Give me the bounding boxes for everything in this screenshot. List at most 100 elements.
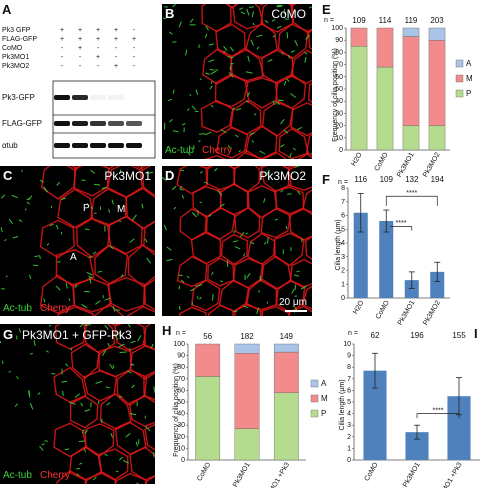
- cilium: [181, 194, 185, 199]
- legend-label: P: [321, 409, 326, 418]
- cilium: [240, 11, 246, 15]
- blot-band: [54, 121, 70, 126]
- micrograph-b-title: CoMO: [271, 7, 306, 21]
- cilium: [168, 170, 172, 173]
- cilium: [26, 201, 31, 205]
- bar-segment-p: [428, 125, 446, 151]
- cilium: [43, 186, 49, 193]
- cilium: [280, 118, 285, 125]
- blot-band: [108, 95, 124, 100]
- bar-segment-m: [428, 40, 446, 126]
- cilium: [112, 306, 116, 312]
- cilium: [84, 324, 91, 326]
- cilium: [311, 152, 312, 154]
- cilium: [272, 100, 275, 106]
- cilium: [199, 78, 202, 81]
- cilium: [304, 51, 308, 55]
- cilium: [104, 297, 111, 301]
- cell-outline: [317, 307, 345, 334]
- panel-a: A Pk3 GFP + + + + - FLAG-GFP + + + + + CoMO - + - - - Pk3M…: [2, 2, 156, 159]
- cell-outline: [301, 285, 312, 310]
- bar: [447, 396, 471, 460]
- micrograph-d-title: Pk3MO2: [259, 169, 306, 183]
- cell-outline: [289, 258, 312, 288]
- panel-e-ylabel: Frequency of cilia position (%): [332, 48, 339, 142]
- cilium: [305, 34, 310, 41]
- panel-g-label: G: [3, 327, 13, 342]
- cilium: [104, 453, 108, 457]
- cilium: [186, 108, 190, 112]
- cilium: [243, 253, 246, 257]
- cilium: [252, 22, 255, 26]
- cilium: [293, 274, 300, 277]
- cell-outline: [69, 395, 99, 429]
- y-tick-label: 10: [335, 135, 343, 142]
- y-tick-label: 5: [347, 399, 351, 406]
- bar-segment-p: [273, 392, 299, 461]
- cilium: [81, 303, 88, 309]
- condition-sign: -: [97, 45, 100, 52]
- cilium: [108, 208, 110, 213]
- condition-sign: +: [78, 27, 82, 34]
- cilium: [107, 343, 110, 347]
- cilium: [238, 149, 241, 153]
- cilium: [55, 285, 61, 291]
- cilium: [88, 277, 92, 284]
- cilium: [253, 113, 257, 116]
- sig-marker: ****: [406, 190, 417, 197]
- bar-segment-p: [376, 66, 394, 151]
- cilium: [191, 302, 193, 306]
- n-count: 196: [410, 331, 424, 340]
- cilium: [264, 19, 269, 24]
- cell-outline: [75, 218, 111, 259]
- cell-outline: [278, 127, 310, 159]
- cilium: [33, 340, 36, 346]
- cilium: [84, 429, 88, 434]
- cilium: [109, 245, 114, 249]
- cilium: [228, 72, 234, 78]
- cilium: [162, 176, 167, 181]
- cilium: [276, 25, 282, 29]
- cilium: [308, 6, 312, 9]
- legend-swatch: [310, 394, 319, 403]
- cell-outline: [127, 305, 155, 316]
- legend-label: M: [321, 394, 328, 403]
- cilium: [14, 403, 18, 408]
- cilium: [147, 171, 154, 174]
- cell-outline: [140, 166, 155, 197]
- condition-sign: -: [61, 63, 64, 70]
- bar-segment-p: [402, 125, 420, 151]
- cilium: [29, 274, 32, 279]
- cilium: [61, 380, 68, 383]
- cilium: [205, 25, 209, 31]
- cell-outline: [82, 370, 118, 402]
- cilium: [209, 85, 213, 90]
- cilium: [115, 309, 120, 311]
- cell-outline: [216, 126, 249, 159]
- blot-label: Pk3-GFP: [2, 93, 35, 102]
- condition-sign: +: [78, 45, 82, 52]
- cilium: [204, 33, 208, 39]
- y-tick-label: 4: [341, 240, 345, 247]
- panel-h-ylabel: Frequency of cilia position (%): [173, 363, 180, 457]
- cilium: [12, 235, 19, 239]
- cilium: [50, 205, 53, 209]
- sig-bracket: [390, 226, 413, 231]
- bar-segment-m: [234, 353, 260, 429]
- cilium: [290, 50, 295, 53]
- cilium: [186, 275, 190, 279]
- cilium: [210, 70, 217, 75]
- cilium: [48, 330, 51, 334]
- cilium: [266, 301, 269, 304]
- blot-band: [126, 121, 142, 126]
- cilium: [190, 288, 195, 292]
- n-count: 182: [240, 332, 254, 341]
- cell-outline: [99, 392, 132, 430]
- cilium: [235, 134, 239, 138]
- cilium: [95, 380, 103, 384]
- cilium: [131, 384, 135, 389]
- y-tick-label: 10: [343, 341, 351, 348]
- n-count: 109: [380, 175, 394, 184]
- cilium: [240, 231, 245, 238]
- blot-band: [126, 143, 142, 148]
